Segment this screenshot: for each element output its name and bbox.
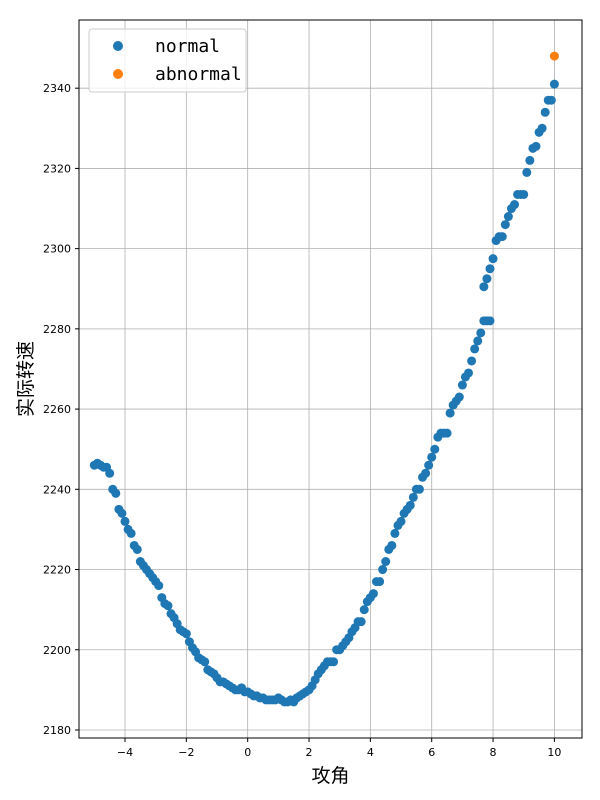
x-tick-label: 8 [490, 746, 497, 759]
point-normal [476, 328, 486, 338]
point-normal [132, 544, 142, 554]
point-normal [381, 557, 391, 567]
legend-box [88, 28, 247, 93]
point-normal [430, 444, 440, 454]
point-normal [414, 484, 424, 494]
point-abnormal [549, 51, 559, 61]
point-normal [457, 380, 467, 390]
x-tick-label: 10 [547, 746, 561, 759]
point-normal [482, 274, 492, 284]
point-normal [368, 589, 378, 599]
point-normal [405, 500, 415, 510]
point-normal [396, 516, 406, 526]
point-normal [200, 657, 210, 667]
point-normal [181, 629, 191, 639]
point-normal [525, 155, 535, 165]
y-tick-label: 2220 [43, 564, 71, 577]
grid [79, 20, 582, 738]
point-normal [488, 254, 498, 264]
point-normal [442, 428, 452, 438]
y-tick-label: 2280 [43, 323, 71, 336]
point-normal [390, 528, 400, 538]
point-normal [454, 392, 464, 402]
x-tick-label: −4 [117, 746, 133, 759]
point-normal [537, 123, 547, 133]
point-normal [522, 167, 532, 177]
point-normal [546, 95, 556, 105]
point-normal [485, 264, 495, 274]
y-tick-label: 2200 [43, 644, 71, 657]
x-axis-label: 攻角 [311, 765, 349, 787]
point-normal [549, 79, 559, 89]
point-normal [470, 344, 480, 354]
x-tick-label: −2 [178, 746, 194, 759]
point-normal [359, 605, 369, 615]
legend: normal abnormal [88, 28, 247, 93]
point-normal [497, 232, 507, 242]
point-normal [375, 577, 385, 587]
point-normal [421, 468, 431, 478]
data-points [89, 51, 559, 707]
point-normal [464, 368, 474, 378]
point-normal [510, 200, 520, 210]
legend-marker-abnormal [113, 69, 123, 79]
legend-label-normal: normal [155, 36, 220, 57]
y-tick-label: 2320 [43, 162, 71, 175]
point-normal [120, 516, 130, 526]
point-normal [540, 107, 550, 117]
point-normal [427, 452, 437, 462]
point-normal [479, 282, 489, 292]
y-tick-label: 2240 [43, 483, 71, 496]
x-tick-label: 4 [367, 746, 374, 759]
legend-label-abnormal: abnormal [155, 64, 242, 85]
point-normal [117, 508, 127, 518]
axis-ticks: −4 −2 0 2 4 6 8 10 2180 2200 2220 2240 2260 2280 2300 2… [43, 82, 561, 759]
point-normal [329, 657, 339, 667]
point-normal [387, 540, 397, 550]
point-normal [445, 408, 455, 418]
point-normal [503, 212, 513, 222]
x-tick-label: 6 [428, 746, 435, 759]
point-normal [424, 460, 434, 470]
y-tick-label: 2260 [43, 403, 71, 416]
y-tick-label: 2180 [43, 724, 71, 737]
y-tick-label: 2340 [43, 82, 71, 95]
point-normal [356, 617, 366, 627]
point-normal [519, 189, 529, 199]
point-normal [163, 601, 173, 611]
x-tick-label: 2 [306, 746, 313, 759]
point-normal [485, 316, 495, 326]
plot-frame [78, 19, 583, 739]
point-normal [500, 220, 510, 230]
point-normal [408, 492, 418, 502]
point-normal [154, 581, 164, 591]
x-tick-label: 0 [244, 746, 251, 759]
y-tick-label: 2300 [43, 243, 71, 256]
y-axis-label: 实际转速 [15, 341, 37, 417]
point-normal [531, 141, 541, 151]
point-normal [111, 488, 121, 498]
point-normal [126, 528, 136, 538]
point-normal [473, 336, 483, 346]
point-normal [467, 356, 477, 366]
legend-marker-normal [113, 41, 123, 51]
point-normal [105, 468, 115, 478]
point-normal [378, 565, 388, 575]
